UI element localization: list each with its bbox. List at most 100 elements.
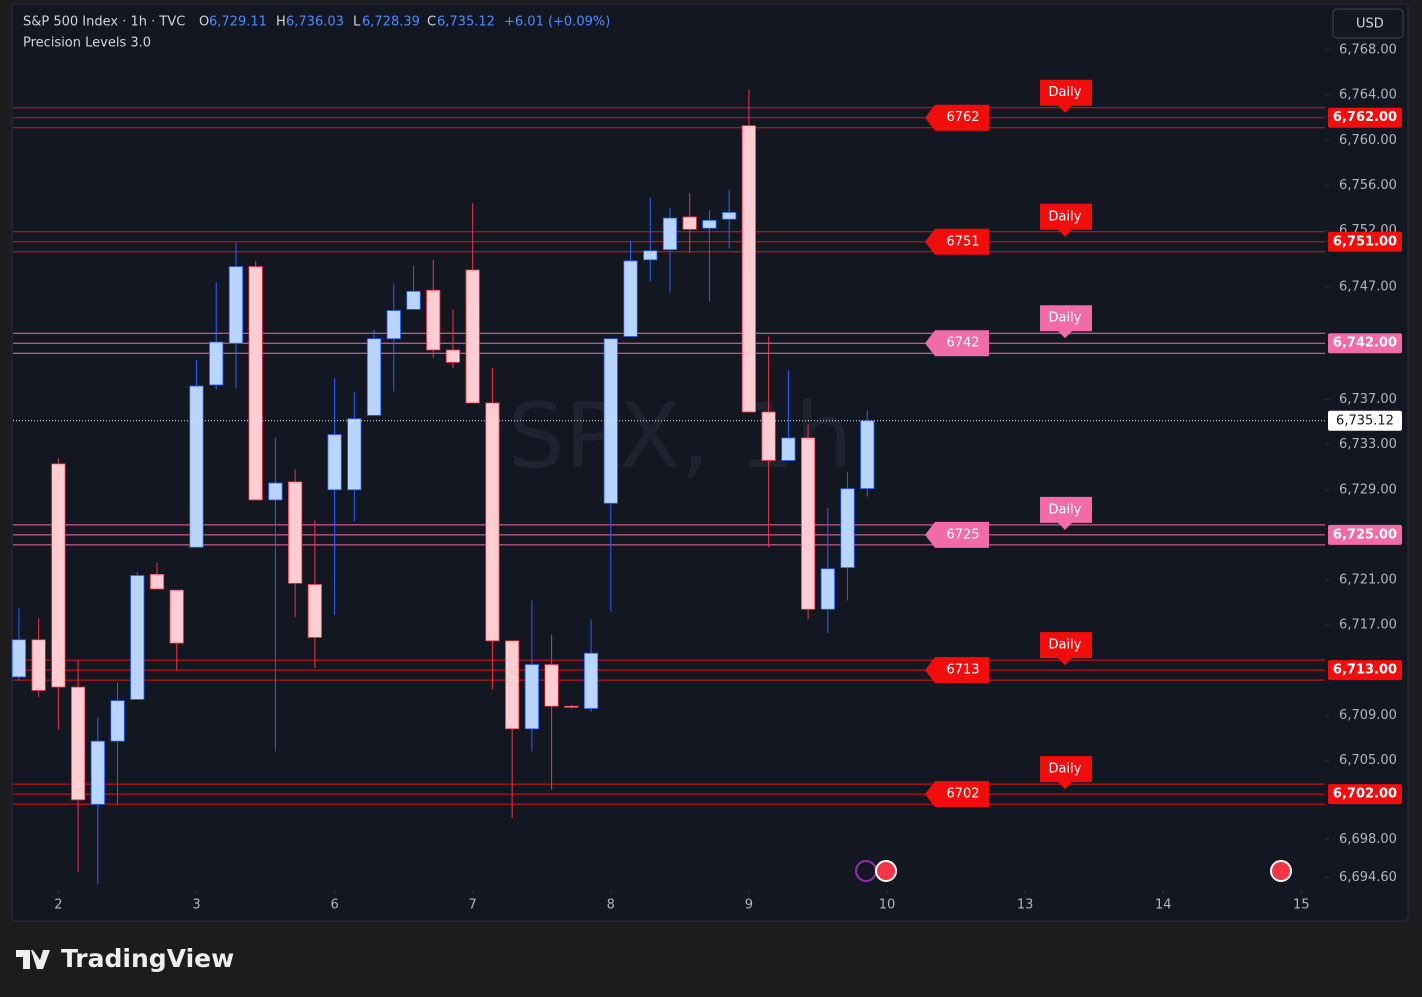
candle-body (662, 217, 678, 251)
x-tick-label: 8 (607, 898, 615, 913)
level-tag-bg (925, 330, 989, 357)
y-tick-label: 6,747.00 (1339, 279, 1397, 294)
y-tick-label: 6,764.00 (1339, 88, 1397, 103)
candle-body (209, 341, 224, 386)
x-tick-label: 14 (1155, 898, 1172, 913)
ohlc-key: O (199, 15, 209, 30)
y-tick-label: 6,694.60 (1339, 870, 1397, 885)
candle-body (643, 250, 658, 261)
axis-level-bg (1328, 333, 1402, 354)
candle-body (386, 310, 401, 340)
y-tick-label: 6,705.00 (1339, 753, 1397, 768)
y-tick-label: 6,709.00 (1339, 708, 1397, 723)
x-tick-label: 10 (879, 898, 896, 913)
ohlc-value: 6,735.12 (437, 15, 495, 30)
candle-body (130, 575, 145, 700)
axis-level-bg (1328, 524, 1402, 545)
candle-body (228, 266, 244, 344)
axis-level-label: 6,725.00 (1333, 527, 1397, 542)
x-tick-label: 6 (330, 898, 338, 913)
axis-level-label: 6,702.00 (1333, 787, 1397, 802)
candle-body (169, 589, 184, 644)
y-tick-label: 6,698.00 (1339, 832, 1397, 847)
plot: 6,768.006,764.006,760.006,756.006,752.00… (11, 43, 1402, 913)
ohlc-key: L (353, 15, 361, 30)
candle-body (682, 216, 697, 230)
daily-tag-bg (1040, 203, 1092, 237)
candle-body (623, 260, 638, 337)
level-tag: 6702 (946, 787, 979, 802)
daily-tag-bg (1040, 632, 1092, 666)
candle-body (564, 705, 579, 708)
daily-tag: Daily (1049, 209, 1082, 224)
chart-pane (11, 3, 1409, 922)
daily-tag: Daily (1049, 85, 1082, 100)
x-tick-label: 15 (1293, 898, 1310, 913)
x-tick-label: 13 (1017, 898, 1034, 913)
candle-body (366, 338, 382, 416)
change: +6.01 (+0.09%) (504, 15, 610, 30)
axis-level-label: 6,742.00 (1333, 336, 1397, 351)
brand-logo (16, 950, 50, 969)
y-tick-label: 6,721.00 (1339, 572, 1397, 587)
candle-body (505, 640, 520, 730)
candle-body (741, 125, 757, 413)
x-tick-label: 9 (745, 898, 753, 913)
last-price-label: 6,735.12 (1336, 413, 1394, 428)
candle-body (485, 402, 500, 642)
x-tick-label: 3 (192, 898, 200, 913)
daily-tag: Daily (1049, 311, 1082, 326)
candle-body (722, 212, 737, 220)
candle-body (268, 482, 283, 501)
symbol: S&P 500 Index · 1h · TVC (23, 15, 185, 30)
candle-body (288, 481, 303, 584)
candle-body (90, 740, 105, 805)
candle-body (406, 290, 421, 310)
y-tick-label: 6,733.00 (1339, 437, 1397, 452)
candle-body (347, 418, 362, 491)
ohlc-value: 6,729.11 (209, 15, 267, 30)
indicator-name: Precision Levels 3.0 (23, 36, 151, 51)
last-price-bg (1328, 410, 1402, 431)
x-tick-label: 7 (469, 898, 477, 913)
axis-level-bg (1328, 784, 1402, 805)
level-tag: 6713 (946, 663, 979, 678)
candle-body (426, 289, 441, 351)
level-tag: 6751 (946, 234, 979, 249)
axis-level-bg (1328, 231, 1402, 252)
daily-tag: Daily (1049, 638, 1082, 653)
axis-level-label: 6,713.00 (1333, 663, 1397, 678)
ohlc-key: H (276, 15, 286, 30)
candle-body (110, 700, 125, 742)
currency-button[interactable] (1332, 8, 1404, 39)
level-tag: 6725 (946, 527, 979, 542)
candle-body (445, 349, 461, 363)
y-tick-label: 6,737.00 (1339, 392, 1397, 407)
event-icons (855, 860, 1292, 882)
candle-body (11, 639, 27, 678)
candle-body (702, 219, 717, 229)
axis-level-label: 6,751.00 (1333, 234, 1397, 249)
currency[interactable]: USD (1356, 17, 1384, 32)
candle-body (544, 664, 559, 707)
candle-body (524, 664, 539, 730)
y-tick-label: 6,768.00 (1339, 43, 1397, 58)
candle-body (248, 266, 263, 501)
level-tag-bg (925, 228, 989, 255)
y-tick-label: 6,756.00 (1339, 178, 1397, 193)
axis-level-label: 6,762.00 (1333, 110, 1397, 125)
candle-body (51, 463, 66, 688)
axis-level-bg (1328, 107, 1402, 128)
ohlc-key: C (427, 15, 436, 30)
watermark: SPX, 1h (508, 384, 853, 489)
candle-body (761, 411, 776, 461)
candle-body (860, 420, 875, 489)
level-tag-bg (925, 657, 989, 684)
daily-tag: Daily (1049, 762, 1082, 777)
candle-body (583, 652, 599, 709)
level-tag-bg (925, 781, 989, 808)
candle-body (189, 385, 204, 548)
candle-body (307, 584, 322, 638)
candle-body (840, 488, 855, 568)
